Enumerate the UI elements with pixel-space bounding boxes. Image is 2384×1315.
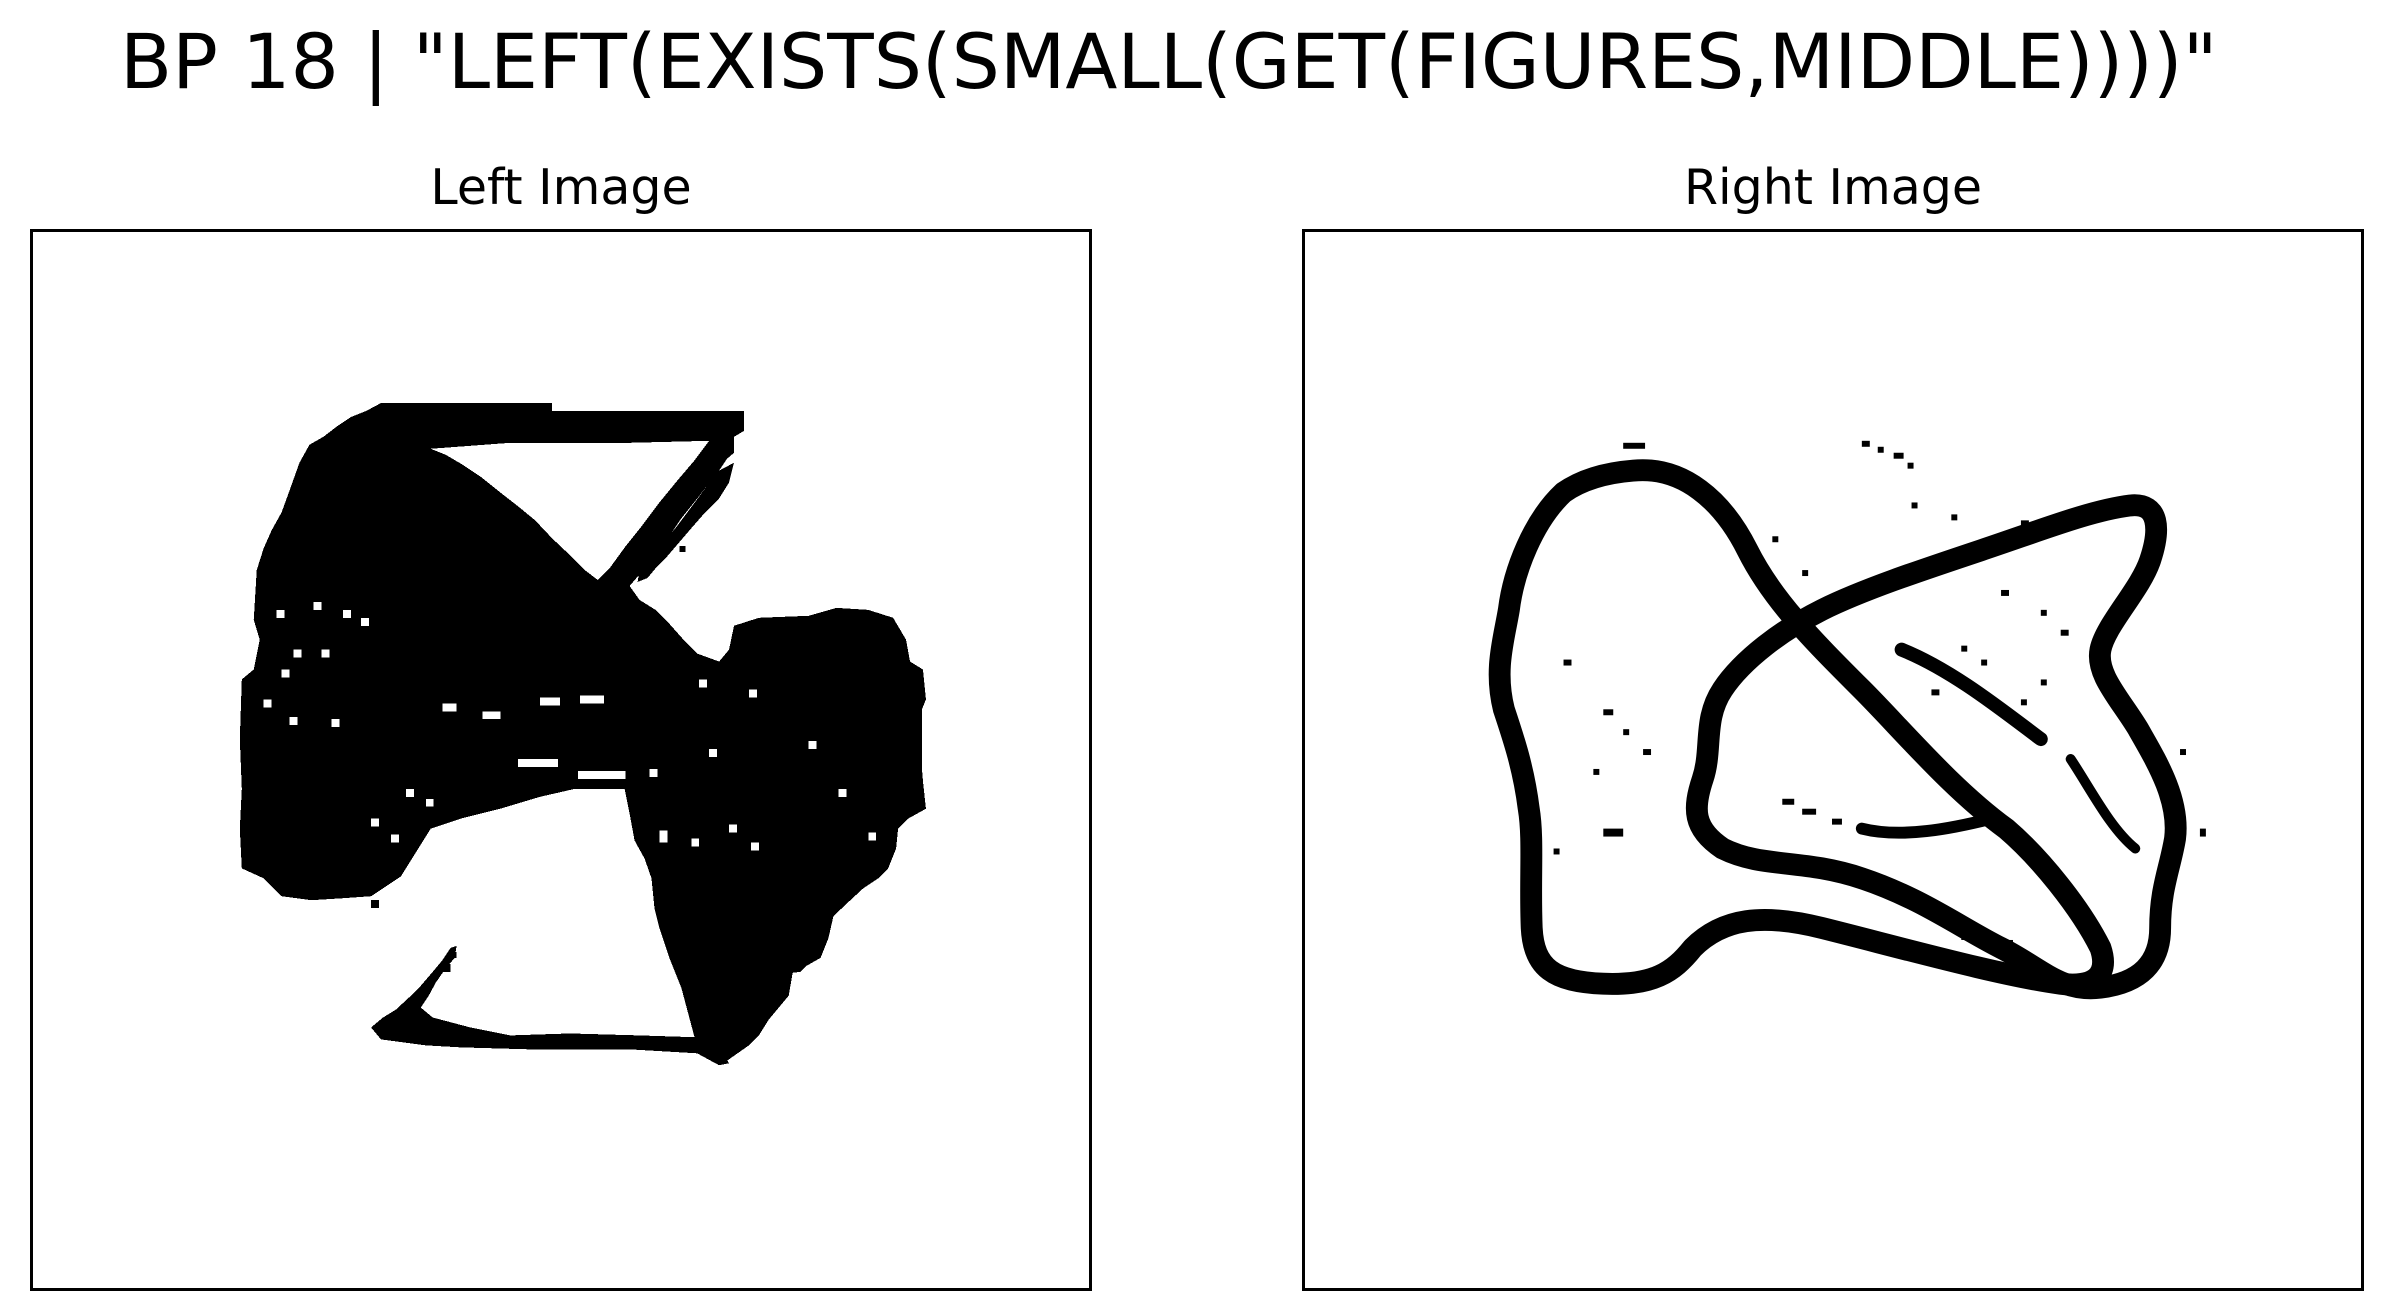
left-figure-stray-dots [267,532,686,972]
left-figure-diagonal-bridge [637,462,735,583]
left-figure-speckles [263,601,877,877]
left-figure [239,403,926,1066]
right-figure-cross-stroke-a [1894,642,2048,747]
page-title: BP 18 | "LEFT(EXISTS(SMALL(GET(FIGURES,M… [120,17,2218,106]
right-figure-cross-stroke-c [2065,754,2141,854]
left-image-panel [30,229,1092,1291]
left-image-title: Left Image [430,159,692,216]
right-figure-left-loop [1488,459,2114,996]
left-figure-lower-hole [425,910,652,1062]
right-figure-cross-stroke-b [1855,812,1998,839]
right-figure-noise-dots [1553,440,2206,946]
right-image-panel [1302,229,2364,1291]
left-figure-main-blob [239,403,926,1066]
left-figure-right-bracket [908,685,922,791]
right-image-title: Right Image [1683,159,1983,216]
left-figure-upper-hole [430,440,710,581]
right-figure [1488,440,2206,1000]
right-figure-right-loop [1685,494,2187,1000]
